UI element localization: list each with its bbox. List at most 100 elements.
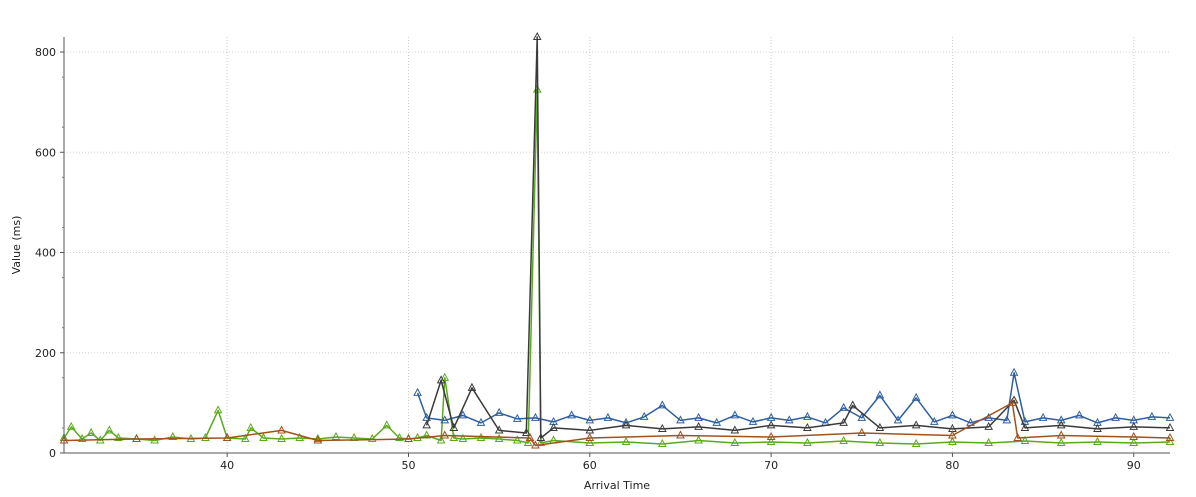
data-point xyxy=(458,410,468,419)
data-point xyxy=(948,410,957,419)
data-point xyxy=(1007,397,1017,406)
data-point xyxy=(984,437,994,446)
data-point xyxy=(911,392,921,401)
data-point xyxy=(440,415,450,424)
data-point xyxy=(277,433,286,442)
data-point xyxy=(730,410,740,419)
series-layer xyxy=(59,31,1175,449)
data-point xyxy=(467,382,477,391)
data-point xyxy=(712,417,722,426)
data-point xyxy=(1129,421,1139,430)
data-point xyxy=(259,432,268,441)
data-point xyxy=(168,431,178,440)
data-point xyxy=(104,425,114,434)
data-point xyxy=(395,432,404,441)
x-tick-label: 40 xyxy=(220,459,234,472)
data-point xyxy=(512,435,522,444)
data-point xyxy=(494,425,504,434)
data-point xyxy=(367,433,377,442)
x-tick-label: 60 xyxy=(583,459,597,472)
data-point xyxy=(567,410,577,419)
data-point xyxy=(839,435,848,444)
data-point xyxy=(494,407,504,416)
y-tick-label: 400 xyxy=(35,247,56,260)
data-point xyxy=(603,412,613,421)
data-point xyxy=(984,421,994,430)
data-point xyxy=(730,425,740,434)
data-point xyxy=(313,435,323,444)
data-point xyxy=(657,423,667,432)
x-tick-label: 80 xyxy=(945,459,959,472)
data-point xyxy=(676,415,685,424)
data-point xyxy=(213,405,223,414)
y-tick-label: 600 xyxy=(35,146,56,159)
data-point xyxy=(1129,437,1139,446)
data-point xyxy=(875,422,885,431)
data-point xyxy=(422,420,431,429)
data-point xyxy=(1165,422,1175,431)
data-point xyxy=(839,402,848,411)
data-point xyxy=(1009,367,1019,376)
axes xyxy=(63,37,1170,454)
data-point xyxy=(839,417,848,426)
series-line xyxy=(425,36,1171,439)
data-point xyxy=(86,427,96,436)
data-point xyxy=(1075,410,1084,419)
data-point xyxy=(730,437,740,446)
data-point xyxy=(77,433,87,442)
y-tick-label: 0 xyxy=(49,447,56,460)
y-tick-label: 200 xyxy=(35,347,56,360)
data-point xyxy=(766,420,776,429)
data-point xyxy=(449,432,459,441)
data-point xyxy=(132,433,141,442)
data-point xyxy=(1038,412,1048,421)
data-point xyxy=(240,433,250,442)
data-point xyxy=(694,412,703,421)
y-axis-label: Value (ms) xyxy=(10,216,23,275)
data-point xyxy=(532,31,542,40)
data-point xyxy=(246,422,256,431)
data-point xyxy=(948,430,957,439)
data-point xyxy=(1129,431,1139,440)
data-point xyxy=(449,422,459,431)
data-point xyxy=(1056,437,1066,446)
data-point xyxy=(803,437,812,446)
data-point xyxy=(1056,415,1066,424)
data-point xyxy=(458,433,468,442)
data-point xyxy=(150,435,159,444)
data-point xyxy=(1056,420,1066,429)
data-point xyxy=(1056,430,1066,439)
data-point xyxy=(1147,411,1157,420)
series-line xyxy=(63,88,1171,445)
data-point xyxy=(1165,412,1175,421)
x-tick-label: 90 xyxy=(1127,459,1141,472)
data-point xyxy=(313,433,323,442)
data-point xyxy=(114,432,123,441)
data-point xyxy=(766,431,776,440)
data-point xyxy=(436,375,446,384)
series-brown xyxy=(59,397,1175,449)
data-point xyxy=(525,432,535,441)
data-point xyxy=(857,427,867,436)
tick-labels: 40 50 60 70 80 90 0 200 400 600 800 xyxy=(35,46,1141,472)
data-point xyxy=(436,435,446,444)
data-point xyxy=(766,436,776,445)
data-point xyxy=(875,437,885,446)
x-tick-label: 70 xyxy=(764,459,778,472)
data-point xyxy=(621,436,631,445)
data-point xyxy=(929,416,939,425)
data-point xyxy=(585,437,595,446)
x-axis-label: Arrival Time xyxy=(584,479,650,492)
data-point xyxy=(676,430,685,439)
data-point xyxy=(413,387,422,396)
data-point xyxy=(1020,422,1030,431)
series-line xyxy=(63,402,1171,447)
series-blue xyxy=(413,367,1175,426)
data-point xyxy=(522,427,531,436)
x-tick-label: 50 xyxy=(401,459,415,472)
series-black xyxy=(422,31,1175,441)
data-point xyxy=(201,432,210,441)
data-point xyxy=(911,438,921,447)
